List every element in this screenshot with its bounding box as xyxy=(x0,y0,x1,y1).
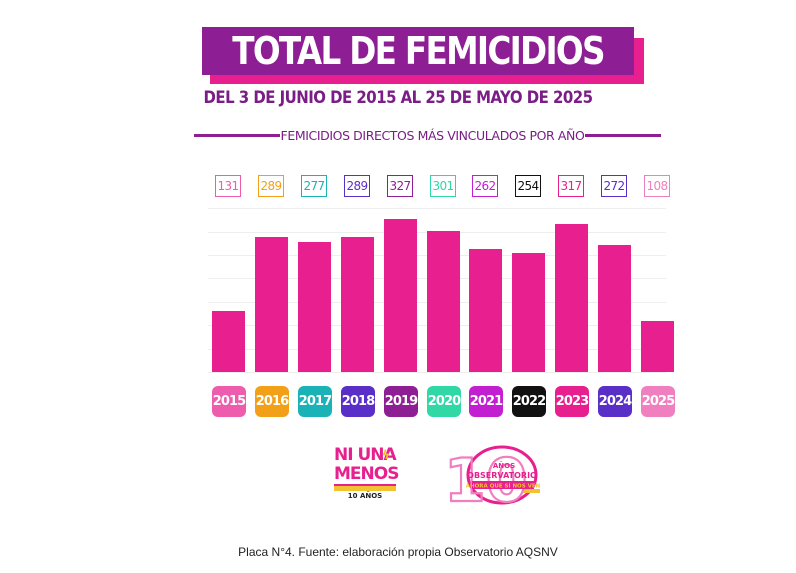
observatorio-slogan: AHORA QUE SÍ NOS VEN xyxy=(466,482,541,490)
title-banner: TOTAL DE FEMICIDIOS xyxy=(202,27,634,75)
logo-anniversary: 10 AÑOS xyxy=(347,492,383,500)
bar-2019 xyxy=(384,219,417,372)
page-title: TOTAL DE FEMICIDIOS xyxy=(232,29,605,73)
value-label-2025: 108 xyxy=(644,175,670,197)
year-label-2022: 2022 xyxy=(512,386,546,417)
value-label-2020: 301 xyxy=(430,175,456,197)
value-label-2024: 272 xyxy=(601,175,627,197)
ni-una-menos-logo: NI UNA MENOS ϟ 10 AÑOS xyxy=(334,445,399,504)
year-label-2018: 2018 xyxy=(341,386,375,417)
year-label-2017: 2017 xyxy=(298,386,332,417)
bar-2024 xyxy=(598,245,631,372)
bar-2018 xyxy=(341,237,374,372)
bar-2016 xyxy=(255,237,288,372)
bar-2020 xyxy=(427,231,460,372)
observatorio-logo: 10 AÑOS OBSERVATORIO AHORA QUE SÍ NOS VE… xyxy=(443,443,544,517)
year-label-2025: 2025 xyxy=(641,386,675,417)
value-label-2022: 254 xyxy=(515,175,541,197)
value-label-2018: 289 xyxy=(344,175,370,197)
chart-section-title: FEMICIDIOS DIRECTOS MÁS VINCULADOS POR A… xyxy=(280,128,585,143)
bar-2021 xyxy=(469,249,502,372)
bar-2017 xyxy=(298,242,331,372)
year-label-2023: 2023 xyxy=(555,386,589,417)
bar-2025 xyxy=(641,321,674,372)
logo-stripe xyxy=(334,484,396,491)
logo-line-1: NI UNA xyxy=(334,445,397,465)
year-label-2021: 2021 xyxy=(469,386,503,417)
year-label-2024: 2024 xyxy=(598,386,632,417)
date-range-subtitle: DEL 3 DE JUNIO DE 2015 AL 25 DE MAYO DE … xyxy=(203,88,593,108)
year-label-2020: 2020 xyxy=(427,386,461,417)
year-label-2015: 2015 xyxy=(212,386,246,417)
right-divider xyxy=(585,134,661,137)
lightning-icon: ϟ xyxy=(382,448,390,462)
figure-caption: Placa N°4. Fuente: elaboración propia Ob… xyxy=(238,545,558,559)
bar-2022 xyxy=(512,253,545,372)
observatorio-badge-icon: 10 AÑOS OBSERVATORIO AHORA QUE SÍ NOS VE… xyxy=(443,445,541,517)
value-label-2021: 262 xyxy=(472,175,498,197)
logo-line-2: MENOS xyxy=(334,464,399,484)
left-divider xyxy=(194,134,280,137)
observatorio-anos: AÑOS xyxy=(493,461,515,470)
value-label-2015: 131 xyxy=(215,175,241,197)
value-label-2019: 327 xyxy=(387,175,413,197)
bar-2015 xyxy=(212,311,245,372)
value-label-2016: 289 xyxy=(258,175,284,197)
value-label-2023: 317 xyxy=(558,175,584,197)
gridline xyxy=(208,372,666,373)
year-label-2019: 2019 xyxy=(384,386,418,417)
value-label-2017: 277 xyxy=(301,175,327,197)
bar-2023 xyxy=(555,224,588,372)
observatorio-word: OBSERVATORIO xyxy=(467,471,537,480)
year-label-2016: 2016 xyxy=(255,386,289,417)
gridline xyxy=(208,208,666,209)
